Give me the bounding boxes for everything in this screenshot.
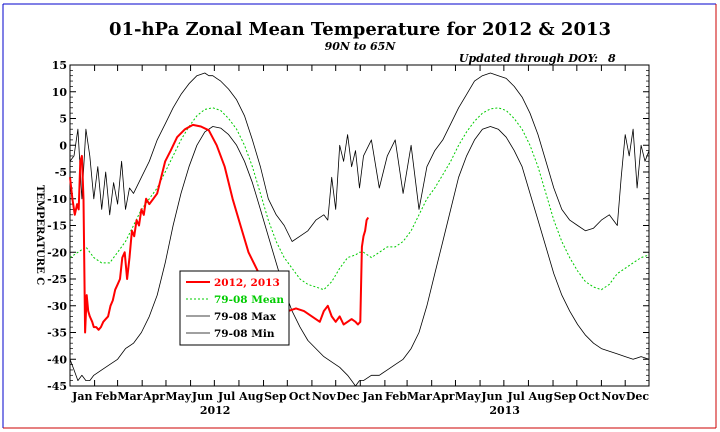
- plot-border: [69, 64, 650, 387]
- legend-label: 2012, 2013: [214, 277, 280, 289]
- y-tick-label: -5: [55, 166, 67, 179]
- y-tick-label: -10: [47, 193, 67, 206]
- x-month-label: Aug: [528, 390, 554, 403]
- x-month-label: Oct: [289, 390, 311, 403]
- x-month-label: Jun: [480, 390, 502, 403]
- y-tick-label: 5: [59, 113, 67, 126]
- x-month-label: Jul: [217, 390, 235, 403]
- x-month-label: Feb: [385, 390, 407, 403]
- y-tick-label: -25: [47, 273, 67, 286]
- chart-subtitle: 90N to 65N: [325, 40, 397, 53]
- y-tick-label: -35: [47, 327, 67, 340]
- x-month-label: Oct: [578, 390, 600, 403]
- updated-label: Updated through DOY:: [459, 52, 598, 65]
- updated-value: 8: [608, 52, 616, 65]
- x-month-label: Nov: [312, 390, 336, 403]
- x-month-label: Feb: [95, 390, 117, 403]
- y-tick-label: -30: [47, 300, 67, 313]
- y-tick-label: 10: [52, 86, 68, 99]
- x-month-label: Jan: [361, 390, 382, 403]
- series-line-2012-2013: [69, 123, 370, 334]
- x-month-label: Jun: [191, 390, 213, 403]
- x-month-label: Apr: [142, 390, 165, 403]
- x-year-label: 2013: [489, 404, 520, 417]
- x-month-label: Jul: [506, 390, 524, 403]
- legend-label: 79-08 Mean: [214, 294, 284, 306]
- x-month-label: Dec: [336, 390, 360, 403]
- y-tick-label: 0: [59, 139, 67, 152]
- chart-title: 01-hPa Zonal Mean Temperature for 2012 &…: [109, 19, 611, 40]
- x-month-label: Sep: [554, 390, 577, 403]
- x-month-label: May: [165, 390, 191, 403]
- legend: 2012, 2013 79-08 Mean 79-08 Max 79-08 Min: [179, 270, 290, 346]
- series-line-mean: [69, 107, 650, 291]
- y-tick-label: -20: [47, 246, 67, 259]
- y-tick-label: 15: [52, 59, 67, 72]
- series-line-min: [69, 126, 650, 387]
- x-month-label: Nov: [601, 390, 625, 403]
- x-month-label: Mar: [117, 390, 142, 403]
- y-tick-label: -45: [47, 380, 67, 393]
- y-tick-label: -15: [47, 220, 67, 233]
- x-month-label: Jan: [71, 390, 92, 403]
- legend-label: 79-08 Max: [214, 311, 277, 323]
- x-month-label: Aug: [238, 390, 264, 403]
- x-year-label: 2012: [200, 404, 231, 417]
- x-month-label: Apr: [432, 390, 455, 403]
- series-line-max: [69, 72, 650, 242]
- x-month-label: Dec: [626, 390, 650, 403]
- x-month-label: Mar: [407, 390, 432, 403]
- x-month-label: May: [455, 390, 481, 403]
- x-month-label: Sep: [264, 390, 287, 403]
- y-tick-label: -40: [47, 353, 67, 366]
- legend-label: 79-08 Min: [214, 328, 275, 340]
- y-axis-label: TEMPERATURE C: [34, 185, 45, 285]
